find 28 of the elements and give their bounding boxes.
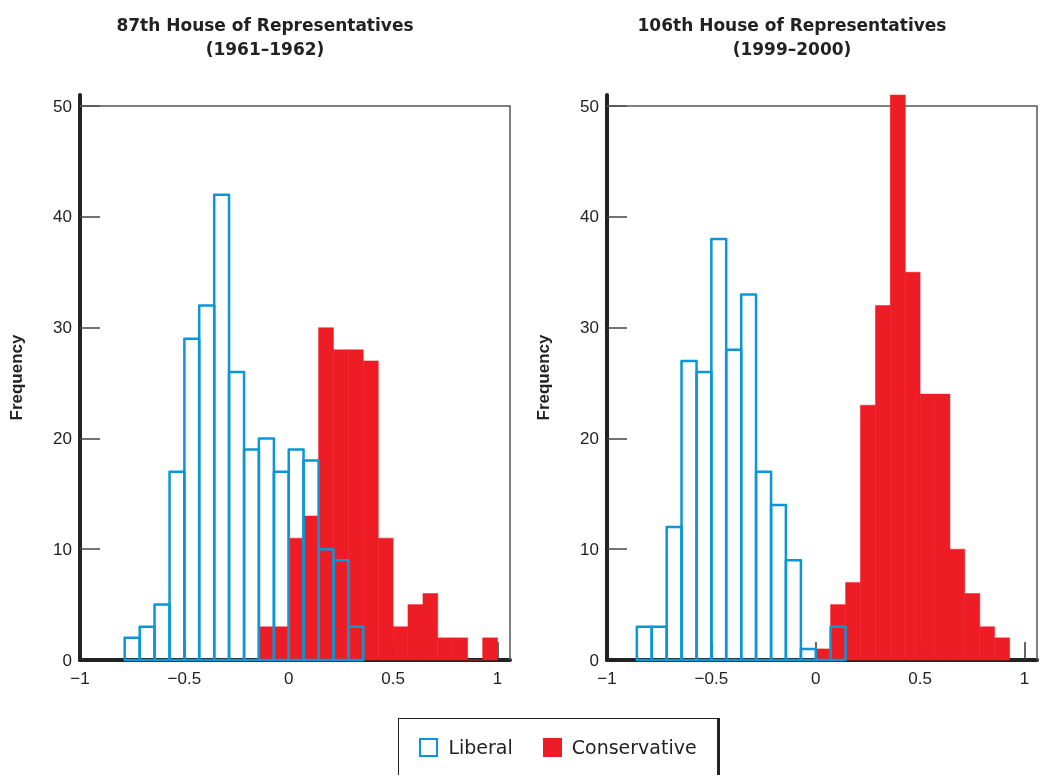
x-tick-label: −1 bbox=[597, 669, 617, 688]
y-tick-label: 50 bbox=[580, 96, 599, 116]
x-tick-label: 0 bbox=[284, 669, 294, 688]
y-tick-label: 40 bbox=[580, 207, 599, 227]
y-axis-title: Frequency bbox=[534, 333, 553, 421]
chart-title: 87th House of Representatives (1961–1962) bbox=[116, 15, 414, 59]
y-tick-label: 0 bbox=[62, 650, 72, 670]
legend-label: Liberal bbox=[448, 736, 513, 758]
y-tick-label: 40 bbox=[53, 207, 72, 227]
y-tick-label: 30 bbox=[580, 318, 599, 338]
chart-title: 106th House of Representatives (1999–2000) bbox=[637, 15, 947, 59]
x-tick-label: 0 bbox=[811, 669, 821, 688]
y-tick-label: 0 bbox=[589, 650, 599, 670]
y-tick-label: 20 bbox=[53, 428, 72, 448]
x-tick-label: 1 bbox=[1019, 669, 1030, 688]
x-tick-label: −0.5 bbox=[694, 669, 729, 688]
x-tick-label: −0.5 bbox=[167, 669, 202, 688]
y-axis-title: Frequency bbox=[7, 333, 26, 421]
y-tick-label: 10 bbox=[53, 539, 72, 559]
y-tick-label: 50 bbox=[53, 96, 72, 116]
y-tick-label: 20 bbox=[580, 428, 599, 448]
legend-label: Conservative bbox=[571, 736, 697, 758]
x-tick-label: 0.5 bbox=[908, 669, 932, 688]
x-tick-label: 0.5 bbox=[381, 669, 405, 688]
y-tick-label: 30 bbox=[53, 318, 72, 338]
x-tick-label: −1 bbox=[70, 669, 90, 688]
y-tick-label: 10 bbox=[580, 539, 599, 559]
x-tick-label: 1 bbox=[492, 669, 503, 688]
